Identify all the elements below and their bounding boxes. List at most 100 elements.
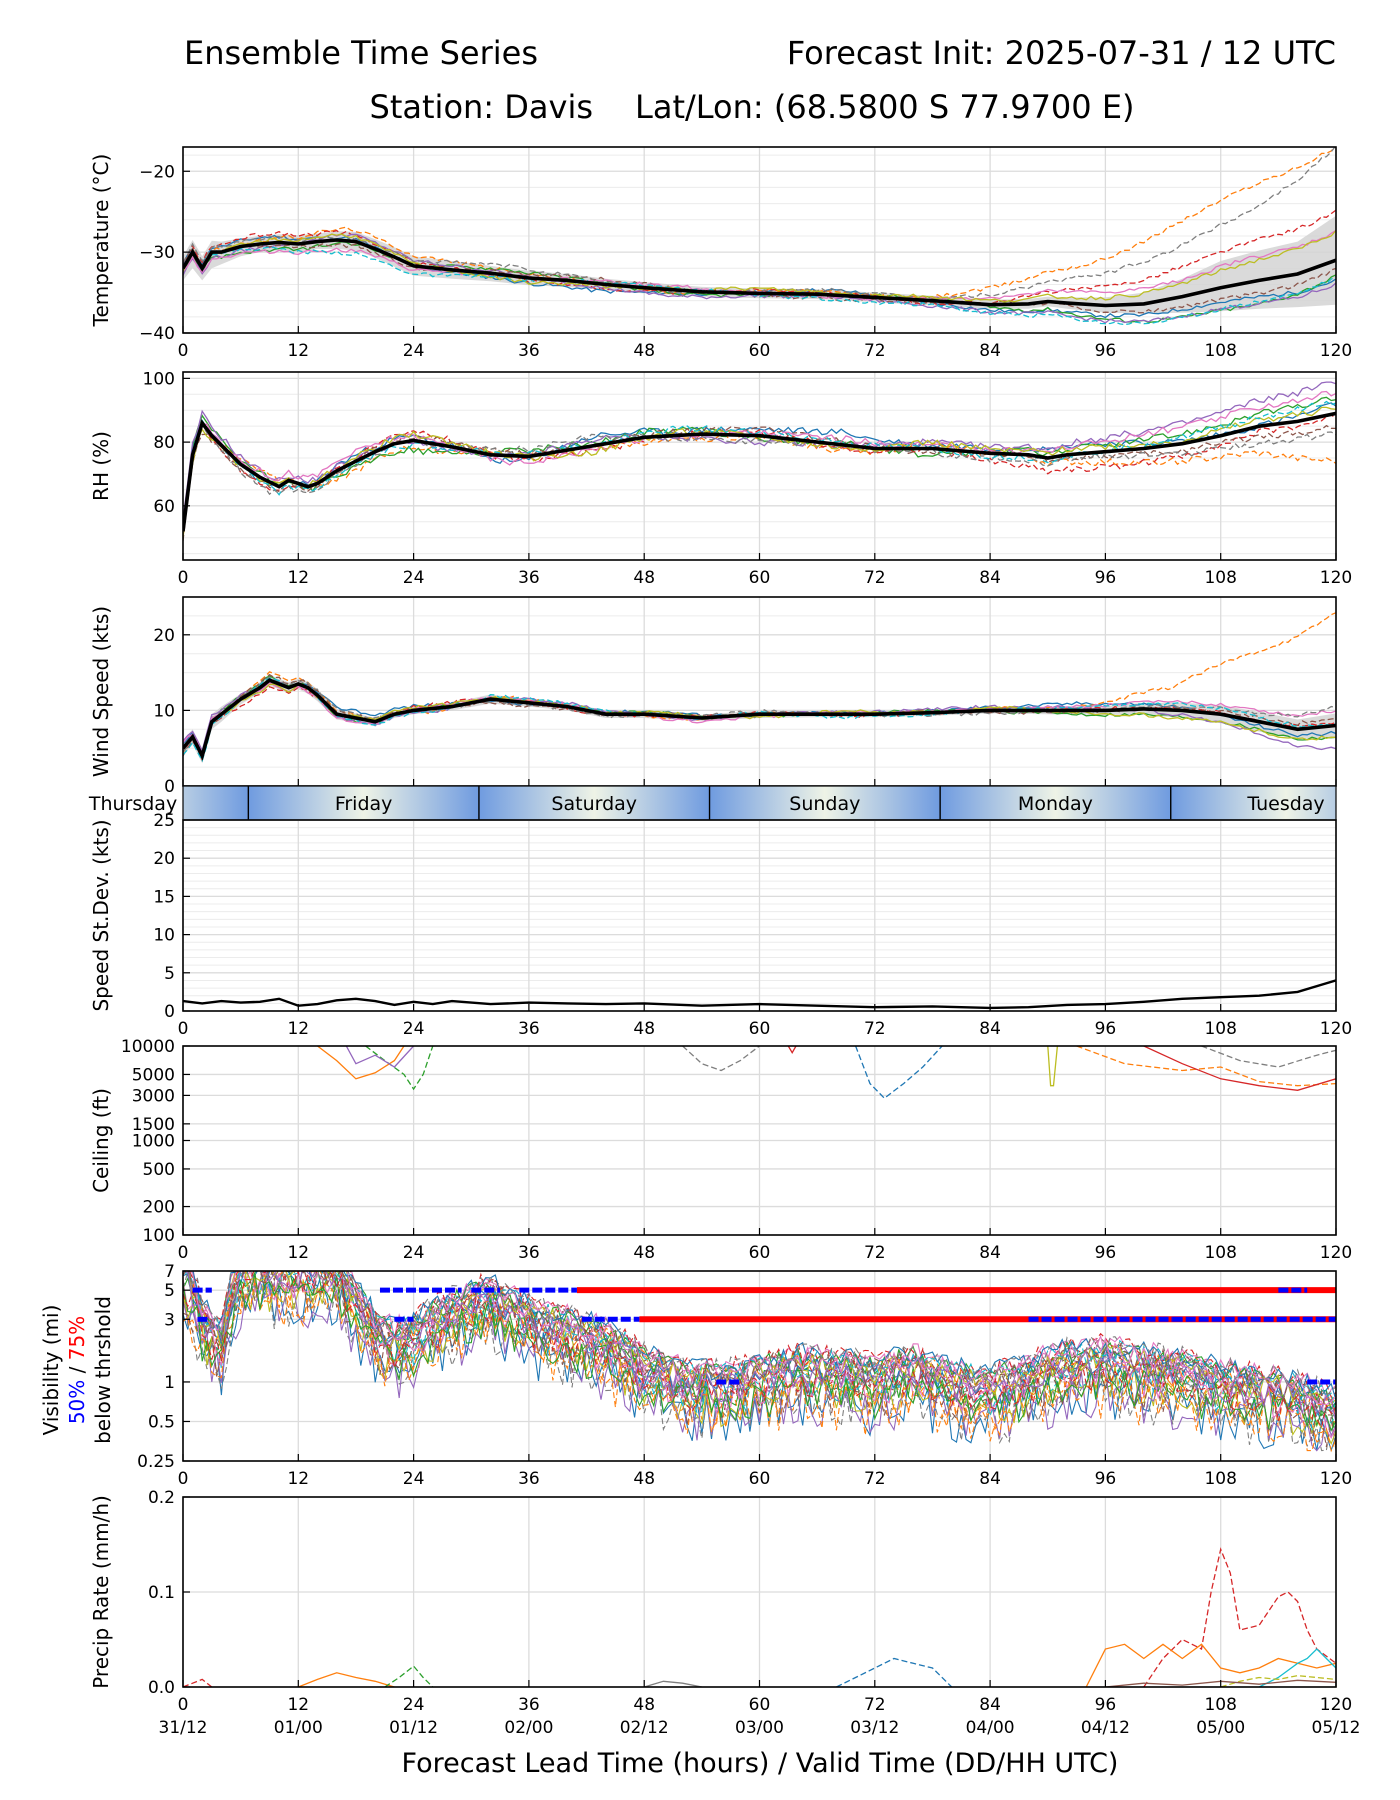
valid-time-label: 02/00 [504, 1718, 553, 1738]
temperature-mean-line [183, 238, 1336, 308]
panels-layer: −40−30−200 12 24 36 48 60 72 84 96 108 120Temperat… [88, 146, 1361, 1738]
ceiling-ylabel: Ceiling (ft) [89, 1088, 113, 1193]
precip-ytick-label: 0.0 [148, 1678, 175, 1698]
precip-xtick-label: 12 [287, 1695, 309, 1715]
temperature-member-line [183, 229, 1336, 303]
day-label: Saturday [551, 793, 637, 815]
rh-plot-area [183, 381, 1336, 541]
precip-member-line [1085, 1643, 1336, 1687]
rh-member-line [183, 423, 1336, 526]
precip-ytick-label: 0.2 [148, 1488, 175, 1508]
ceiling-xtick-label: 12 [287, 1243, 309, 1263]
rh-xtick-label: 84 [979, 568, 1001, 588]
speed_sd-ytick-label: 25 [153, 811, 175, 831]
rh-xtick-label: 72 [864, 568, 886, 588]
visibility-ytick-label: 1 [164, 1373, 175, 1393]
temperature-xtick-label: 72 [864, 341, 886, 361]
precip-member-line [1258, 1648, 1336, 1687]
visibility-member-line [192, 1271, 1336, 1411]
ceiling-xtick-label: 60 [749, 1243, 771, 1263]
speed_sd-xtick-label: 12 [287, 1019, 309, 1039]
visibility-ylabel-line2: 50% / 75% [65, 1316, 89, 1424]
wind-plot-area [183, 612, 1336, 764]
rh-xtick-label: 60 [749, 568, 771, 588]
speed_sd-ytick-label: 15 [153, 887, 175, 907]
speed_sd-xtick-label: 24 [403, 1019, 425, 1039]
visibility-xtick-label: 96 [1095, 1469, 1117, 1489]
speed_sd-ytick-label: 5 [164, 964, 175, 984]
rh-xtick-label: 96 [1095, 568, 1117, 588]
visibility-member-line [187, 1271, 1336, 1423]
valid-time-label: 02/12 [620, 1718, 669, 1738]
ceiling-xtick-label: 108 [1204, 1243, 1236, 1263]
day-label: Monday [1018, 793, 1093, 815]
ceiling-ytick-label: 1500 [132, 1115, 175, 1135]
visibility-ytick-label: 3 [164, 1310, 175, 1330]
ceiling-xtick-label: 96 [1095, 1243, 1117, 1263]
visibility-p75-label: 75% [65, 1316, 89, 1360]
day-label: Sunday [789, 793, 860, 815]
station-label: Station: Davis [370, 88, 593, 126]
ceiling-ytick-label: 3000 [132, 1086, 175, 1106]
temperature-ytick-label: −20 [139, 162, 175, 182]
wind-mean-line [183, 678, 1336, 761]
temperature-xtick-label: 120 [1320, 341, 1352, 361]
precip-xtick-label: 0 [178, 1695, 189, 1715]
ceiling-member-line [1047, 1046, 1059, 1087]
ceiling-ytick-label: 5000 [132, 1065, 175, 1085]
valid-time-label: 05/12 [1312, 1718, 1361, 1738]
rh-member-line [183, 424, 1336, 541]
wind-member-line [183, 677, 1336, 763]
ceiling-xtick-label: 120 [1320, 1243, 1352, 1263]
ceiling-xtick-label: 48 [633, 1243, 655, 1263]
temperature-member-line [183, 147, 1336, 300]
speed_sd-xtick-label: 108 [1204, 1019, 1236, 1039]
visibility-xtick-label: 72 [864, 1469, 886, 1489]
chart-title: Ensemble Time Series [184, 34, 538, 72]
speed_sd-plot-area [183, 979, 1336, 1010]
valid-time-label: 31/12 [159, 1718, 208, 1738]
speed_sd-ytick-label: 0 [164, 1002, 175, 1022]
temperature-ytick-label: −40 [139, 324, 175, 344]
speed_sd-ylabel: Speed St.Dev. (kts) [89, 819, 113, 1011]
visibility-member-line [183, 1280, 1336, 1452]
day-segment [478, 786, 710, 820]
visibility-member-line [183, 1280, 1336, 1453]
day-label: Tuesday [1246, 793, 1324, 815]
precip-xtick-label: 96 [1095, 1695, 1117, 1715]
visibility-member-line [183, 1271, 1336, 1413]
day-segment [1170, 786, 1336, 820]
visibility-xtick-label: 24 [403, 1469, 425, 1489]
day-band [183, 786, 1336, 820]
precip-xtick-label: 24 [403, 1695, 425, 1715]
rh-mean-line [183, 411, 1336, 532]
valid-time-label: 05/00 [1196, 1718, 1245, 1738]
visibility-plot-area [183, 1271, 1336, 1453]
valid-time-label: 01/00 [274, 1718, 323, 1738]
ceiling-member-line [1201, 1046, 1336, 1068]
precip-member-line [298, 1672, 395, 1687]
temperature-xtick-label: 60 [749, 341, 771, 361]
rh-xtick-label: 36 [518, 568, 540, 588]
temperature-xtick-label: 96 [1095, 341, 1117, 361]
ceiling-ytick-label: 10000 [121, 1037, 175, 1057]
visibility-xtick-label: 84 [979, 1469, 1001, 1489]
speed_sd-xtick-label: 84 [979, 1019, 1001, 1039]
ceiling-member-line [365, 1046, 434, 1091]
precip-member-line [1220, 1674, 1336, 1687]
rh-ytick-label: 80 [153, 433, 175, 453]
temperature-plot-area [183, 147, 1336, 326]
visibility-ytick-label: 5 [164, 1281, 175, 1301]
precip-member-line [384, 1665, 434, 1687]
valid-time-label: 03/00 [735, 1718, 784, 1738]
visibility-member-line [183, 1271, 1336, 1429]
temperature-xtick-label: 48 [633, 341, 655, 361]
forecast-init-label: Forecast Init: 2025-07-31 / 12 UTC [787, 34, 1336, 72]
visibility-ylabel-line3: below thrshold [91, 1296, 115, 1444]
ceiling-xtick-label: 84 [979, 1243, 1001, 1263]
temperature-xtick-label: 24 [403, 341, 425, 361]
temperature-ytick-label: −30 [139, 243, 175, 263]
visibility-ytick-label: 0.5 [148, 1412, 175, 1432]
rh-xtick-label: 12 [287, 568, 309, 588]
day-segment [248, 786, 479, 820]
